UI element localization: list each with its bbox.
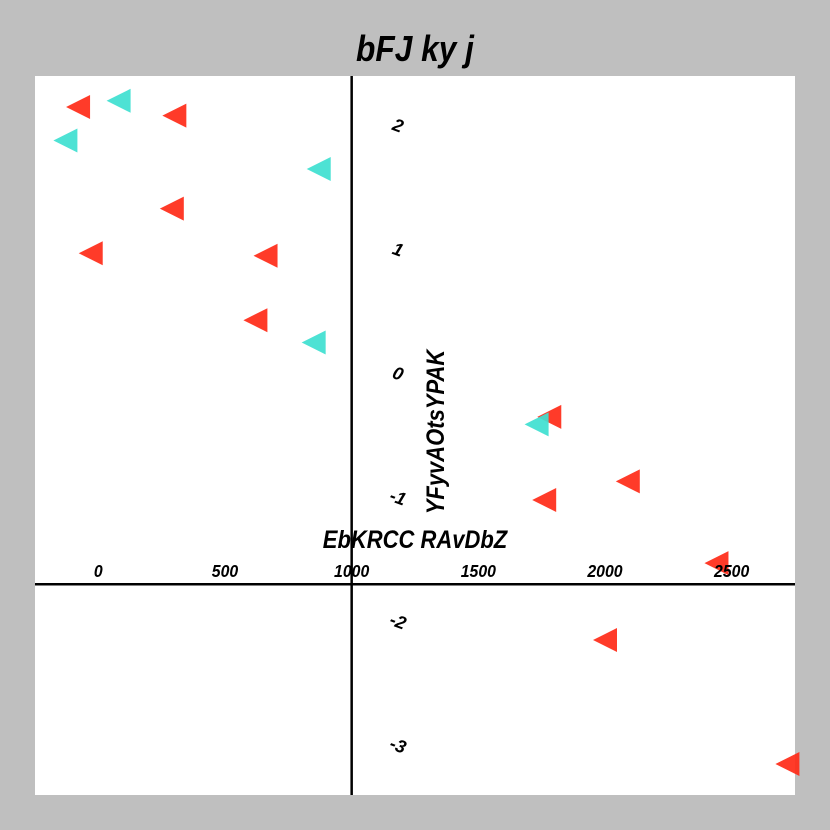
x-tick-label: 500 xyxy=(212,561,239,581)
y-tick-label: -2 xyxy=(387,609,409,633)
data-point-series-1 xyxy=(775,752,800,777)
data-point-series-2 xyxy=(53,128,78,153)
data-point-series-1 xyxy=(253,243,278,268)
data-point-series-2 xyxy=(306,156,331,181)
data-point-series-1 xyxy=(66,94,91,119)
data-point-series-2 xyxy=(106,88,131,113)
data-point-series-1 xyxy=(532,487,557,512)
y-axis-title: YFyvAOtsYPAK xyxy=(422,348,450,514)
data-point-series-1 xyxy=(704,551,729,576)
x-tick-label: 1500 xyxy=(461,561,497,581)
y-tick-label: -3 xyxy=(387,733,409,757)
x-tick-label: 1000 xyxy=(334,561,370,581)
x-tick-label: 2000 xyxy=(586,561,623,581)
data-point-series-1 xyxy=(159,196,184,221)
x-axis-title: EbKRCC RAvDbZ xyxy=(323,526,509,554)
chart-title: bFJ ky j xyxy=(356,28,474,69)
data-point-series-2 xyxy=(301,330,326,355)
y-tick-label: -1 xyxy=(387,485,409,509)
data-point-series-1 xyxy=(78,241,103,266)
data-point-series-1 xyxy=(615,469,640,494)
data-marks xyxy=(53,88,800,777)
data-point-series-1 xyxy=(537,404,562,429)
data-point-series-1 xyxy=(593,628,617,653)
data-point-series-1 xyxy=(162,103,187,128)
x-tick-labels: 0 500 1000 1500 2000 2500 xyxy=(94,561,750,581)
data-point-series-2 xyxy=(524,412,549,437)
x-tick-label: 2500 xyxy=(713,561,750,581)
plot-area xyxy=(35,76,795,795)
x-tick-label: 0 xyxy=(94,561,103,581)
data-point-series-1 xyxy=(243,308,268,333)
